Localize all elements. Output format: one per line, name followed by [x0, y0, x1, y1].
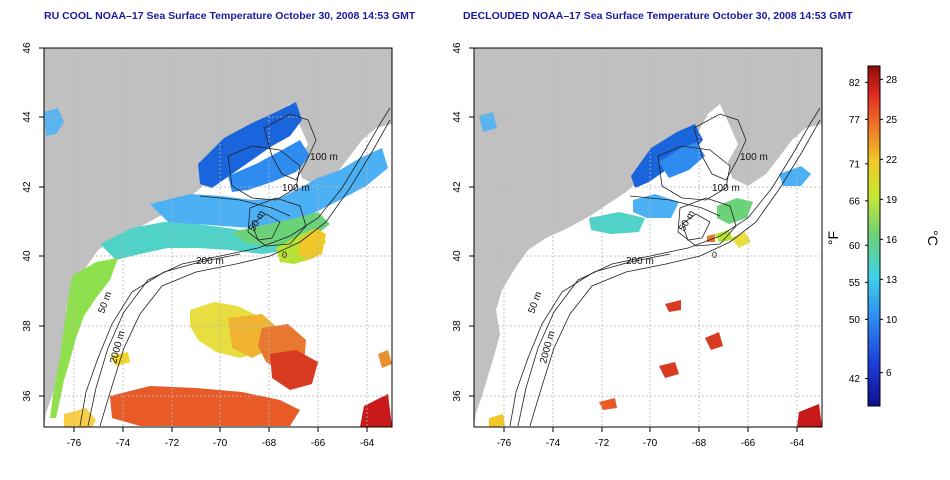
sst-map-declouded: 100 m 100 m 50 m 200 m 50 m 2000 m 0 -76…: [419, 28, 829, 475]
y-tick-label: 44: [22, 111, 33, 123]
x-tick-label: -72: [595, 438, 610, 449]
contour-label: 100 m: [282, 183, 310, 194]
map-title-left: RU COOL NOAA–17 Sea Surface Temperature …: [44, 10, 416, 22]
contour-label: 100 m: [712, 183, 740, 194]
celsius-tick-label: 6: [886, 368, 892, 379]
y-tick-label: 36: [452, 390, 463, 402]
y-tick-label: 42: [452, 181, 463, 193]
colorbar-gradient: [867, 65, 881, 407]
temperature-colorbar: 28 25 22 19 16 13 10 6 82 77 71 66 60 55 50 42 °F °C: [822, 62, 950, 412]
fahrenheit-tick-label: 50: [849, 315, 861, 326]
celsius-tick-label: 10: [886, 315, 898, 326]
x-tick-label: -68: [262, 438, 277, 449]
contour-label: 100 m: [740, 152, 768, 163]
celsius-tick-label: 19: [886, 195, 898, 206]
fahrenheit-tick-label: 77: [849, 115, 861, 126]
x-tick-label: -66: [311, 438, 326, 449]
y-tick-label: 40: [22, 250, 33, 262]
x-tick-label: -76: [497, 438, 512, 449]
celsius-tick-label: 22: [886, 155, 898, 166]
contour-label: 200 m: [626, 256, 654, 267]
fahrenheit-tick-label: 60: [849, 241, 861, 252]
celsius-tick-label: 25: [886, 115, 898, 126]
y-tick-label: 40: [452, 250, 463, 262]
land-mass: [44, 48, 392, 427]
fahrenheit-tick-label: 55: [849, 278, 861, 289]
x-tick-label: -74: [546, 438, 561, 449]
fahrenheit-label: °F: [825, 231, 841, 245]
x-tick-label: -66: [741, 438, 756, 449]
x-tick-label: -76: [67, 438, 82, 449]
x-tick-label: -72: [165, 438, 180, 449]
map-title-right: DECLOUDED NOAA–17 Sea Surface Temperatur…: [463, 10, 853, 22]
fahrenheit-tick-label: 66: [849, 196, 861, 207]
fahrenheit-tick-label: 42: [849, 374, 861, 385]
x-tick-label: -74: [116, 438, 131, 449]
y-tick-label: 46: [22, 42, 33, 54]
contour-label: 200 m: [196, 256, 224, 267]
celsius-tick-label: 28: [886, 75, 898, 86]
y-tick-label: 46: [452, 42, 463, 54]
fahrenheit-tick-label: 82: [849, 78, 861, 89]
y-tick-label: 38: [22, 320, 33, 332]
sst-map-raw: 100 m 100 m 50 m 200 m 50 m 2000 m 0 -76…: [0, 28, 410, 475]
y-tick-label: 42: [22, 181, 33, 193]
contour-label: 0: [282, 250, 287, 260]
contour-label: 0: [712, 250, 717, 260]
celsius-label: °C: [925, 230, 941, 246]
contour-label: 100 m: [310, 152, 338, 163]
fahrenheit-tick-label: 71: [849, 159, 861, 170]
x-tick-label: -64: [790, 438, 805, 449]
celsius-tick-label: 16: [886, 235, 898, 246]
x-tick-label: -70: [643, 438, 658, 449]
y-tick-label: 44: [452, 111, 463, 123]
x-tick-label: -64: [360, 438, 375, 449]
y-tick-label: 38: [452, 320, 463, 332]
x-tick-label: -70: [213, 438, 228, 449]
x-tick-label: -68: [692, 438, 707, 449]
y-tick-label: 36: [22, 390, 33, 402]
land-mass: [474, 48, 822, 427]
celsius-tick-label: 13: [886, 275, 898, 286]
